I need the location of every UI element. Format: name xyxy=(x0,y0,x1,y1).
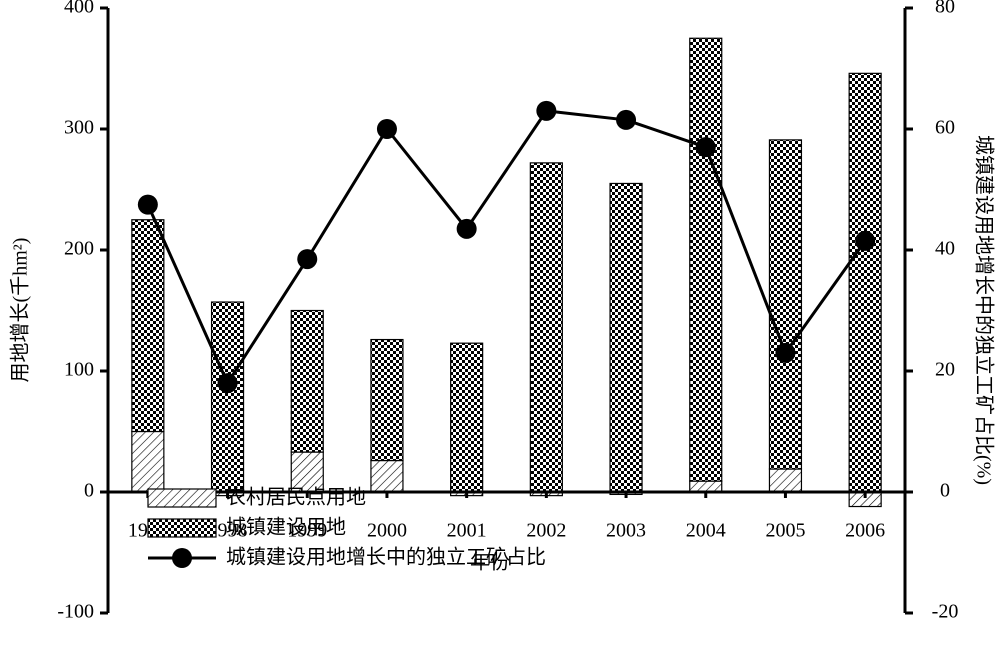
x-tick-label: 2006 xyxy=(845,520,885,542)
line-marker xyxy=(137,194,158,215)
y2-tick-label: 20 xyxy=(935,359,955,381)
bar xyxy=(210,301,245,493)
line-marker xyxy=(536,100,557,121)
bar xyxy=(131,219,165,433)
y2-tick-label: 60 xyxy=(935,117,955,139)
legend-swatch xyxy=(147,518,217,538)
bar xyxy=(131,430,165,493)
bar xyxy=(370,459,404,493)
bar xyxy=(450,342,484,493)
legend-marker xyxy=(172,548,192,568)
bar xyxy=(848,72,882,493)
line-marker xyxy=(695,137,716,158)
legend-label: 城镇建设用地增长中的独立工矿占比 xyxy=(226,545,546,569)
line xyxy=(146,109,867,387)
line-marker xyxy=(456,218,477,239)
line-marker xyxy=(855,230,876,251)
legend-swatch xyxy=(147,488,217,508)
x-tick-label: 2003 xyxy=(606,520,646,542)
line-marker xyxy=(775,342,796,363)
line-marker xyxy=(217,373,238,394)
bar xyxy=(768,468,803,493)
legend-label: 城镇建设用地 xyxy=(226,515,346,539)
y2-tick-label: 80 xyxy=(935,0,955,18)
x-tick-label: 2002 xyxy=(526,520,566,542)
y2-tick-label: 40 xyxy=(935,238,955,260)
y-tick-label: 100 xyxy=(64,359,94,381)
y-tick-label: 0 xyxy=(84,480,94,502)
x-tick-label: 2001 xyxy=(447,520,487,542)
y-tick-label: 200 xyxy=(64,238,94,260)
y-tick-label: 400 xyxy=(64,0,94,18)
legend-label: 农村居民点用地 xyxy=(226,485,366,509)
bar xyxy=(529,162,563,493)
x-tick-label: 1998 xyxy=(208,520,248,542)
x-tick-label: 2004 xyxy=(686,520,726,542)
line-marker xyxy=(376,119,397,139)
y2-tick-label: 0 xyxy=(940,480,950,502)
y-tick-label: 300 xyxy=(64,117,94,139)
line-marker xyxy=(297,249,318,270)
x-axis-title: 年份 xyxy=(470,551,510,574)
bar xyxy=(609,182,643,493)
bar xyxy=(768,139,803,470)
bar xyxy=(370,338,404,462)
x-tick-label: 2000 xyxy=(367,520,407,542)
line-marker xyxy=(616,109,637,130)
bar xyxy=(689,37,723,482)
bar xyxy=(689,480,723,493)
y-tick-label: -100 xyxy=(57,601,94,623)
bar xyxy=(290,309,324,453)
y2-tick-label: -20 xyxy=(932,601,959,623)
y-axis-title: 用地增长(千hm²) xyxy=(9,238,32,383)
x-tick-label: 1999 xyxy=(287,520,327,542)
y2-axis-title: 城镇建设用地增长中的独立工矿占比(%) xyxy=(972,135,995,485)
x-tick-label: 2005 xyxy=(765,520,805,542)
